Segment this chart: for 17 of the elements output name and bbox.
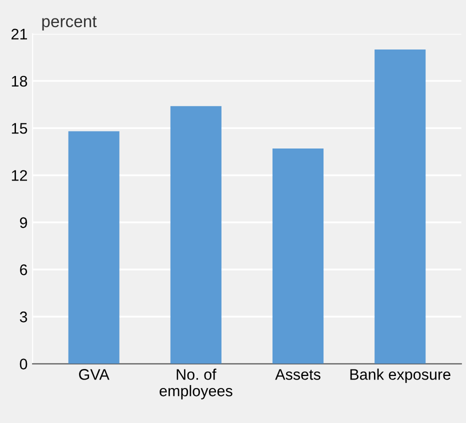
y-tick-label: 12 [12, 170, 27, 181]
y-tick-label: 9 [20, 217, 28, 228]
x-tick-label: GVA [79, 369, 110, 380]
x-tick-label: Bank exposure [350, 368, 450, 383]
y-tick-label: 6 [20, 264, 28, 276]
y-tick-label: 18 [12, 76, 28, 87]
y-tick-label: 21 [12, 28, 28, 40]
bar [272, 148, 324, 364]
x-tick-label: No. of employees [160, 368, 232, 400]
y-tick-label: 15 [12, 123, 28, 134]
y-tick-label: 0 [20, 358, 28, 370]
y-axis-title: percent [42, 16, 97, 31]
bar [68, 131, 120, 364]
y-tick-label: 3 [20, 312, 28, 322]
x-tick-label: Assets [275, 369, 320, 380]
bar [374, 50, 426, 364]
bar [170, 106, 222, 364]
